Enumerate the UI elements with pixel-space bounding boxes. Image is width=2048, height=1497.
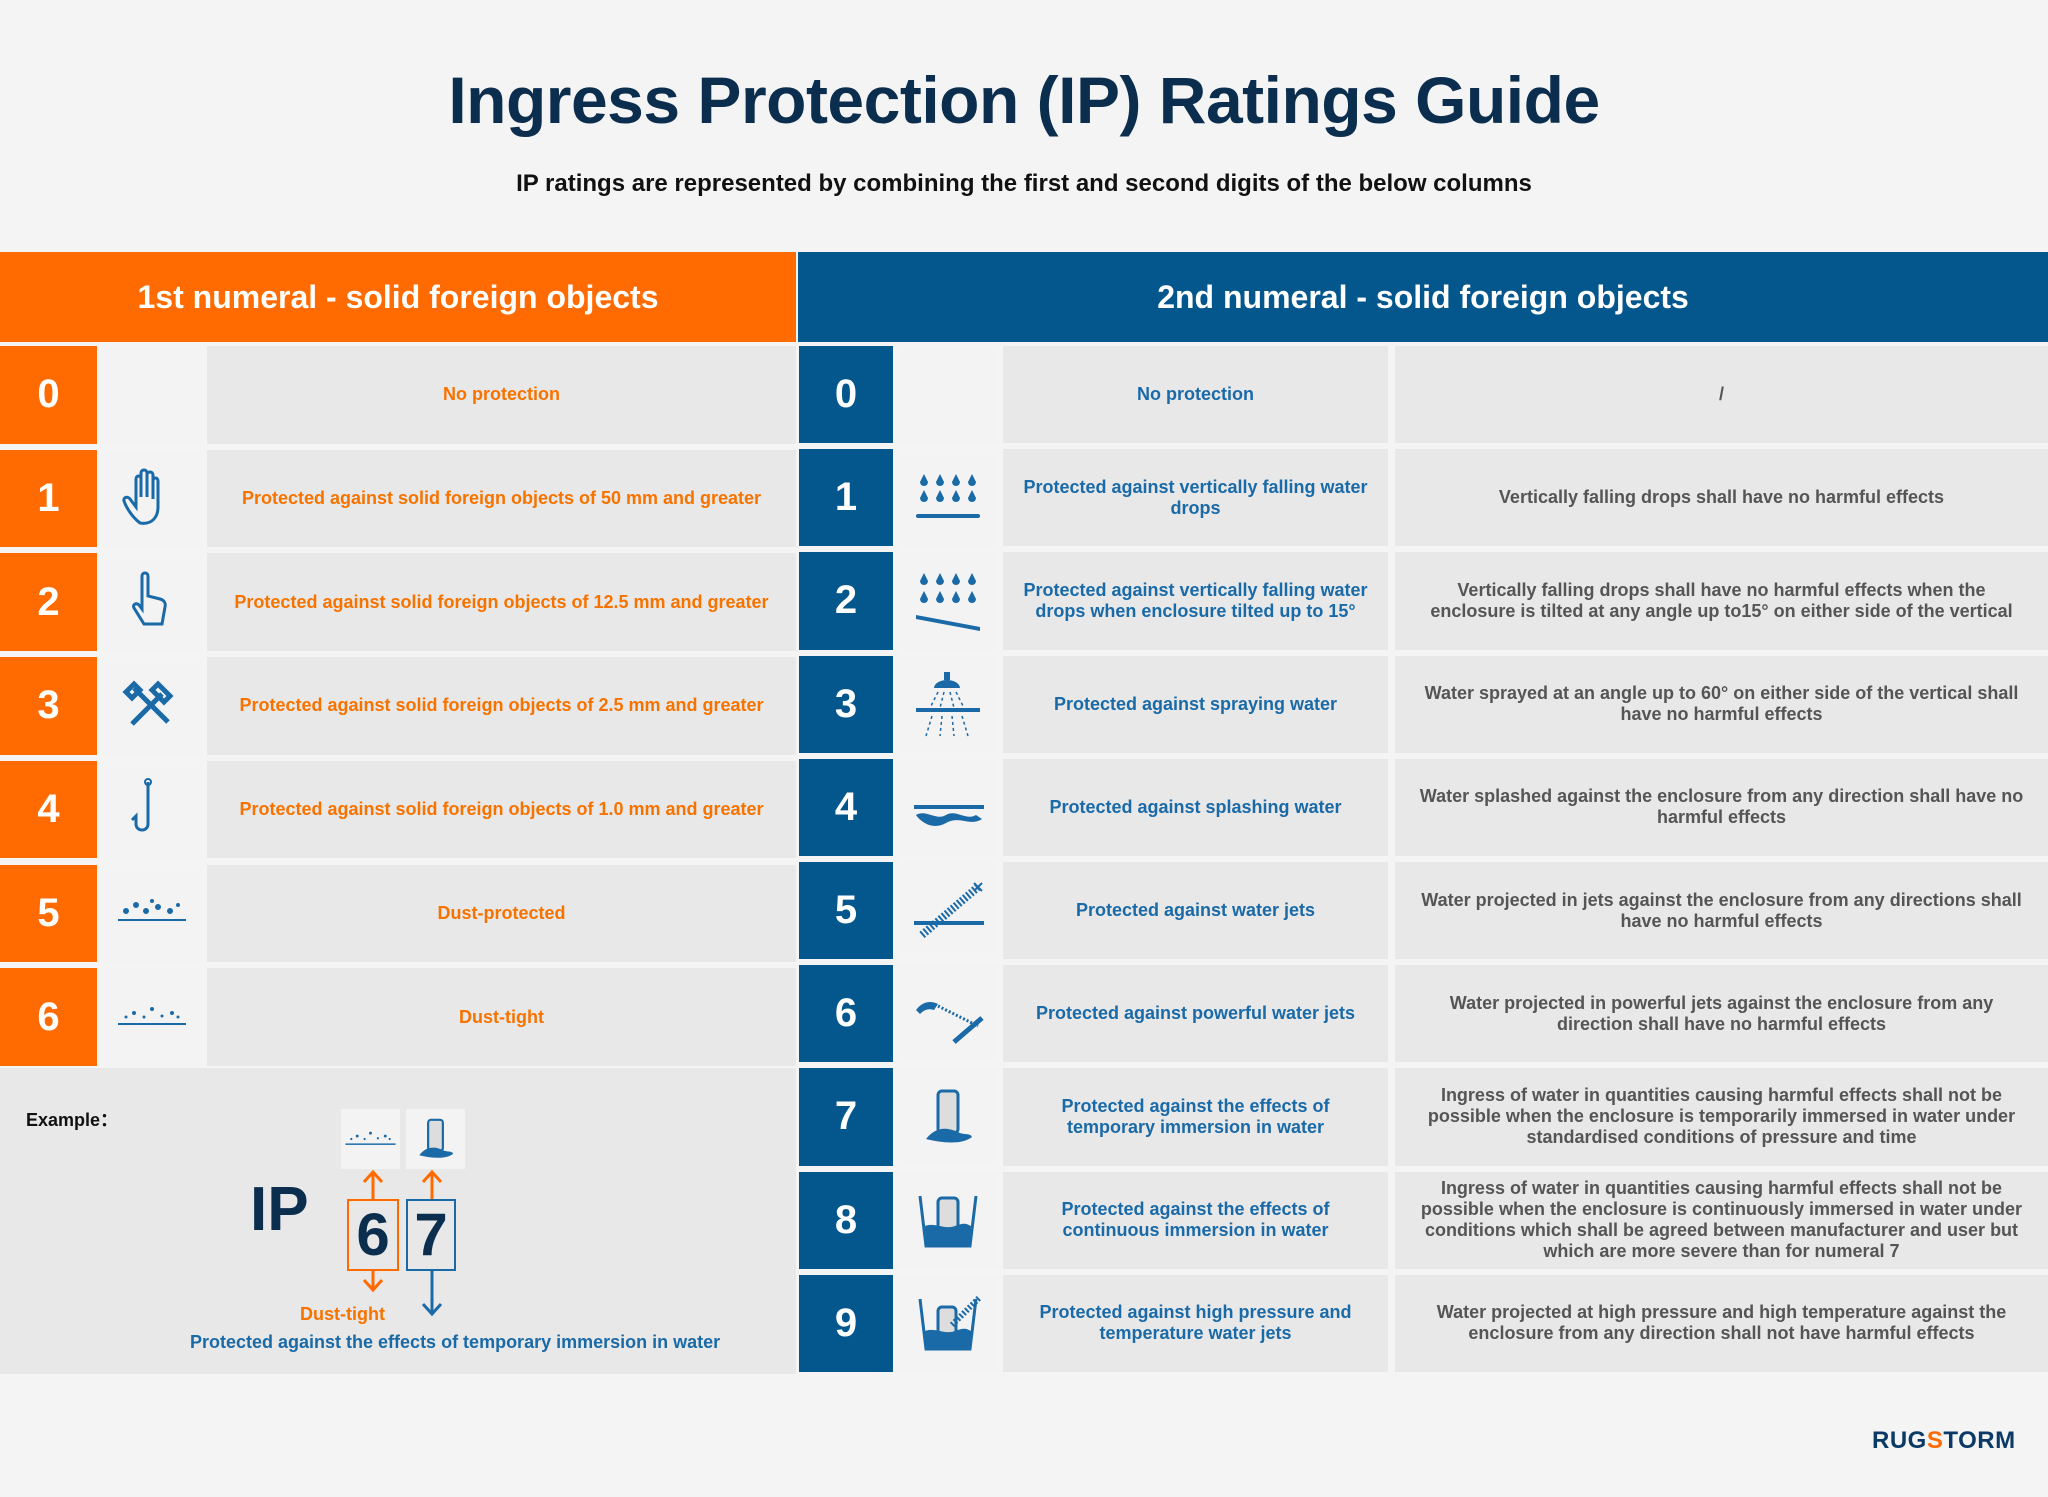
splash-icon [898, 758, 998, 856]
first-numeral-5: 5 [0, 864, 97, 963]
example-label: Example： [26, 1110, 119, 1130]
second-numeral-6: 6 [799, 965, 893, 1063]
tools-icon [102, 657, 202, 755]
second-numeral-detail: Ingress of water in quantities causing h… [1395, 1171, 2048, 1269]
second-numeral-detail: Water projected in powerful jets against… [1395, 965, 2048, 1063]
first-numeral-3: 3 [0, 657, 97, 755]
second-numeral-header: 2nd numeral - solid foreign objects [798, 252, 2048, 342]
finger-icon [102, 553, 202, 652]
first-numeral-description: Dust-protected [207, 864, 796, 963]
second-numeral-description: Protected against water jets [1003, 862, 1388, 960]
example-panel: Example： IP 6 7 Dust-tight Protected aga… [0, 1068, 796, 1374]
logo-bolt: S [1926, 1427, 1944, 1454]
example-first-digit-meaning: Dust-tight [300, 1304, 385, 1324]
second-numeral-4: 4 [799, 758, 893, 856]
second-numeral-detail: Water projected in jets against the encl… [1395, 862, 2048, 960]
continuous-immersion-icon [898, 1171, 998, 1269]
second-numeral-9: 9 [799, 1274, 893, 1372]
dust-fine-icon [102, 968, 202, 1066]
example-arrows [347, 1169, 456, 1317]
shower-icon [898, 655, 998, 753]
second-numeral-detail: / [1395, 346, 2048, 444]
first-numeral-2: 2 [0, 553, 97, 652]
second-numeral-description: No protection [1003, 346, 1388, 444]
second-numeral-detail: Water sprayed at an angle up to 60° on e… [1395, 655, 2048, 753]
first-numeral-description: No protection [207, 346, 796, 444]
second-numeral-description: Protected against powerful water jets [1003, 965, 1388, 1063]
second-numeral-5: 5 [799, 862, 893, 960]
first-numeral-description: Dust-tight [207, 968, 796, 1066]
rugstorm-logo: RUGSTORM [1872, 1427, 2016, 1455]
second-numeral-detail: Water projected at high pressure and hig… [1395, 1274, 2048, 1372]
second-numeral-description: Protected against spraying water [1003, 655, 1388, 753]
logo-text: RUG [1872, 1427, 1927, 1454]
example-first-digit: 6 [356, 1201, 390, 1268]
example-second-digit: 7 [414, 1201, 448, 1268]
first-numeral-description: Protected against solid foreign objects … [207, 553, 796, 652]
second-numeral-detail: Vertically falling drops shall have no h… [1395, 552, 2048, 650]
first-numeral-4: 4 [0, 760, 97, 859]
second-numeral-2: 2 [799, 552, 893, 650]
logo-text: TORM [1943, 1427, 2016, 1454]
hand-icon [102, 449, 202, 548]
second-numeral-description: Protected against high pressure and temp… [1003, 1274, 1388, 1372]
high-pressure-icon [898, 1274, 998, 1372]
dust-large-icon [102, 864, 202, 963]
second-numeral-description: Protected against splashing water [1003, 758, 1388, 856]
first-numeral-description: Protected against solid foreign objects … [207, 760, 796, 859]
second-numeral-description: Protected against vertically falling wat… [1003, 449, 1388, 547]
second-numeral-8: 8 [799, 1171, 893, 1269]
empty-icon-cell [102, 346, 202, 444]
second-numeral-description: Protected against the effects of continu… [1003, 1171, 1388, 1269]
second-numeral-description: Protected against vertically falling wat… [1003, 552, 1388, 650]
first-numeral-0: 0 [0, 346, 97, 444]
hook-icon [102, 760, 202, 859]
first-numeral-6: 6 [0, 968, 97, 1066]
example-ip-prefix: IP [250, 1175, 309, 1244]
temporary-immersion-icon [898, 1068, 998, 1166]
example-second-digit-meaning: Protected against the effects of tempora… [190, 1332, 721, 1352]
drops-icon [898, 449, 998, 547]
second-numeral-3: 3 [799, 655, 893, 753]
second-numeral-7: 7 [799, 1068, 893, 1166]
empty-icon-cell [898, 346, 998, 444]
second-numeral-description: Protected against the effects of tempora… [1003, 1068, 1388, 1166]
jet-icon [898, 862, 998, 960]
first-numeral-header: 1st numeral - solid foreign objects [0, 252, 796, 342]
first-numeral-description: Protected against solid foreign objects … [207, 657, 796, 755]
second-numeral-0: 0 [799, 346, 893, 444]
second-numeral-1: 1 [799, 449, 893, 547]
page-subtitle: IP ratings are represented by combining … [516, 170, 1532, 197]
second-numeral-detail: Vertically falling drops shall have no h… [1395, 449, 2048, 547]
drops-tilted-icon [898, 552, 998, 650]
first-numeral-description: Protected against solid foreign objects … [207, 449, 796, 548]
first-numeral-1: 1 [0, 449, 97, 548]
second-numeral-detail: Water splashed against the enclosure fro… [1395, 758, 2048, 856]
second-numeral-detail: Ingress of water in quantities causing h… [1395, 1068, 2048, 1166]
temporary-immersion-icon [406, 1109, 465, 1169]
dust-fine-icon [341, 1109, 400, 1169]
powerful-jet-icon [898, 965, 998, 1063]
page-title: Ingress Protection (IP) Ratings Guide [448, 63, 1600, 137]
